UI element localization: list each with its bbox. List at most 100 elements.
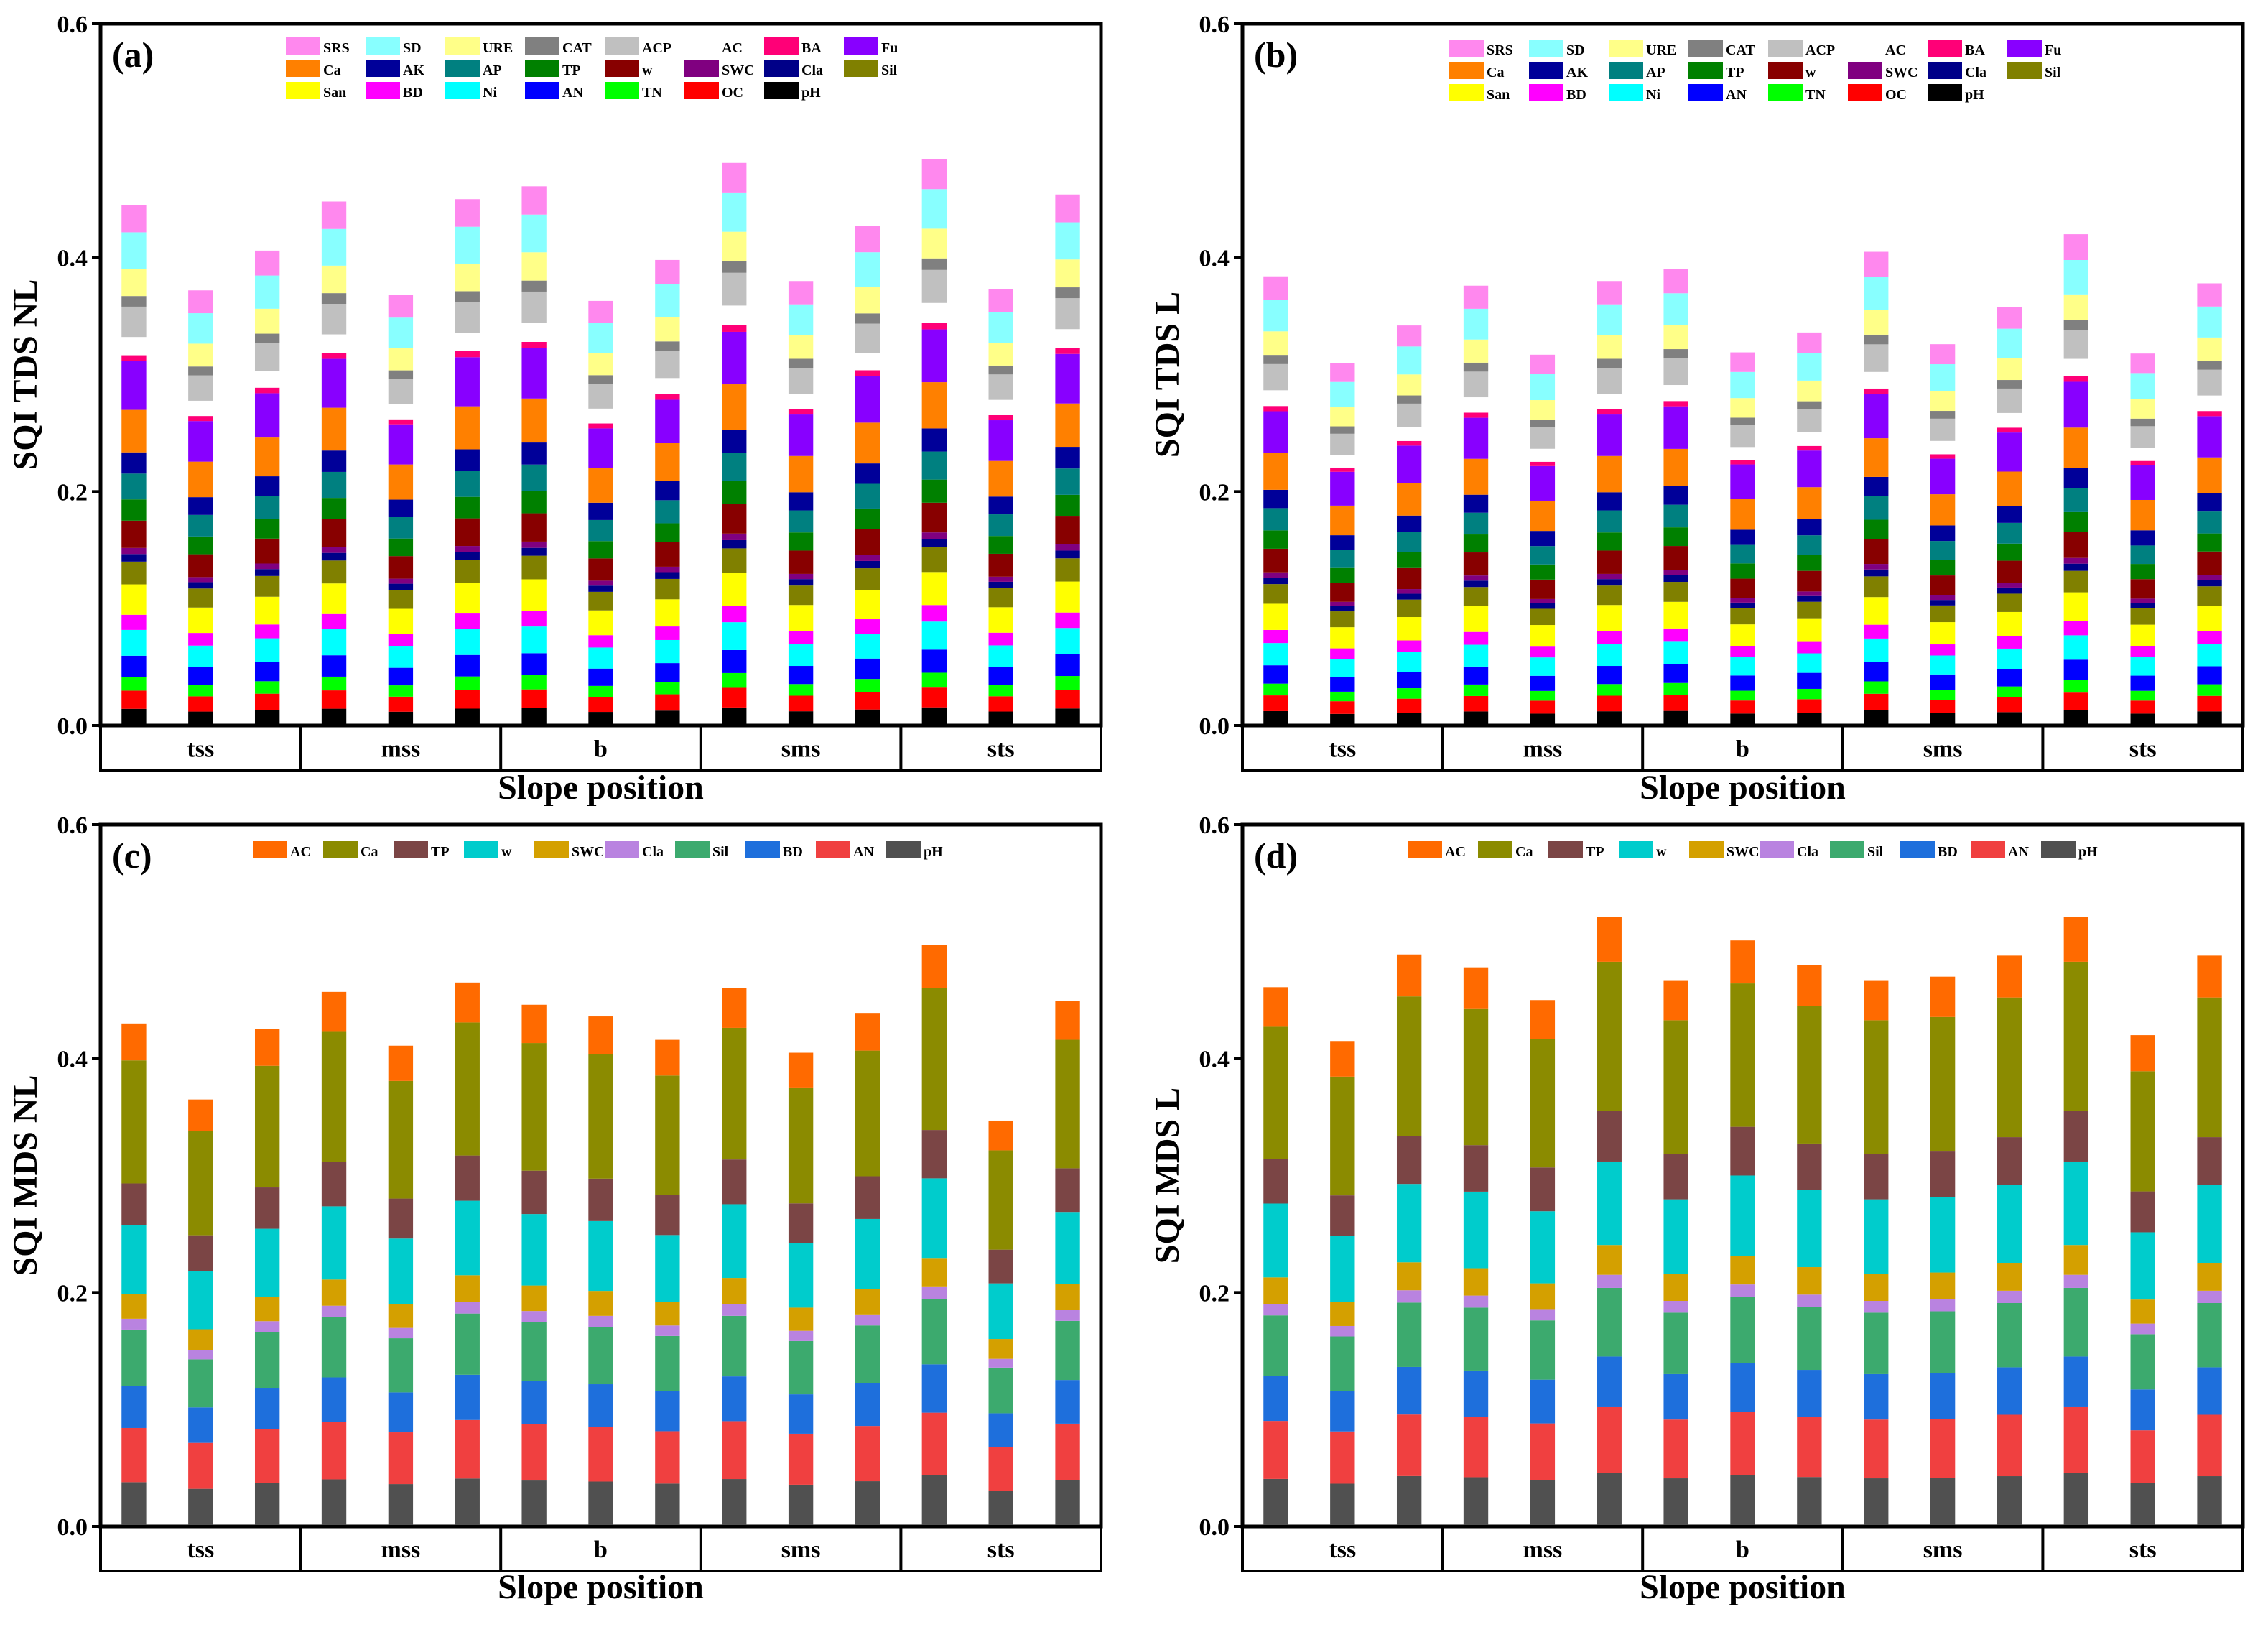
legend-label: AC bbox=[290, 844, 311, 860]
bar-segment-BA bbox=[1797, 445, 1822, 451]
panel-label: (b) bbox=[1254, 34, 1298, 75]
bar-segment-Cla bbox=[2130, 1323, 2155, 1335]
bar-segment-w bbox=[1530, 1211, 1556, 1284]
bar-segment-Ca bbox=[1797, 1006, 1822, 1144]
bar-segment-Fu bbox=[1396, 445, 1422, 483]
bar-segment-BA bbox=[455, 351, 480, 358]
bar-segment-CAT bbox=[321, 293, 347, 305]
bar-segment-San bbox=[1997, 611, 2022, 636]
bar-segment-OC bbox=[1597, 695, 1622, 712]
bar-segment-BD bbox=[2130, 646, 2155, 657]
bar-segment-AC bbox=[722, 988, 747, 1028]
bar-segment-AK bbox=[1396, 515, 1422, 532]
bar-segment-AC bbox=[2197, 955, 2222, 998]
bar-segment-Cla bbox=[1330, 606, 1355, 612]
bar-stack bbox=[921, 159, 947, 726]
bar-segment-AC bbox=[1930, 976, 1956, 1017]
bar-segment-w bbox=[788, 1243, 814, 1308]
bar-segment-URE bbox=[1396, 374, 1422, 396]
bar-segment-SWC bbox=[1263, 1277, 1288, 1304]
panel-label: (a) bbox=[112, 34, 154, 75]
bar-segment-Sil bbox=[1463, 587, 1489, 606]
bar-segment-pH bbox=[1997, 1476, 2022, 1526]
bar-segment-AC bbox=[1663, 385, 1688, 402]
legend-swatch bbox=[764, 82, 799, 99]
bar-segment-SD bbox=[1797, 353, 1822, 381]
bar-segment-AN bbox=[1997, 669, 2022, 687]
legend-label: AC bbox=[1885, 42, 1906, 58]
bar-segment-URE bbox=[1597, 335, 1622, 359]
bar-segment-SRS bbox=[1797, 332, 1822, 353]
bar-segment-San bbox=[1730, 624, 1755, 646]
bar-segment-AP bbox=[1730, 544, 1755, 564]
y-axis-label: SQI MDS NL bbox=[6, 1075, 45, 1276]
bar-segment-TP bbox=[388, 538, 414, 557]
bar-segment-Sil bbox=[188, 1359, 213, 1408]
bar-segment-TN bbox=[1930, 690, 1956, 700]
bar-segment-AC bbox=[2063, 358, 2089, 376]
bar-segment-w bbox=[1864, 539, 1889, 565]
bar-segment-Sil bbox=[655, 578, 680, 600]
bar-segment-TP bbox=[1055, 494, 1080, 517]
bar-segment-SRS bbox=[1663, 269, 1688, 294]
bar-segment-Sil bbox=[1330, 1336, 1355, 1391]
bar-segment-CAT bbox=[588, 375, 613, 384]
legend-label: SWC bbox=[1726, 844, 1760, 860]
bar-segment-TN bbox=[321, 676, 347, 691]
legend-label: TP bbox=[562, 62, 581, 78]
bar-segment-BD bbox=[2063, 621, 2089, 636]
bar-segment-BD bbox=[2063, 1356, 2089, 1407]
bar-segment-Sil bbox=[1597, 585, 1622, 606]
bar-segment-Cla bbox=[788, 579, 814, 586]
bar-segment-BD bbox=[1330, 1391, 1355, 1432]
legend-item-San: San bbox=[1449, 84, 1510, 103]
bar-segment-AK bbox=[455, 449, 480, 471]
bar-segment-AN bbox=[521, 653, 547, 675]
bar-segment-Sil bbox=[521, 1322, 547, 1381]
bar-segment-Ni bbox=[1997, 648, 2022, 669]
bar-segment-Cla bbox=[655, 1325, 680, 1336]
bar-segment-AN bbox=[855, 658, 880, 680]
bar-segment-SWC bbox=[1997, 1263, 2022, 1291]
bar-segment-pH bbox=[2197, 1476, 2222, 1526]
bar-segment-AP bbox=[455, 471, 480, 497]
bar-segment-AN bbox=[455, 654, 480, 677]
bar-segment-OC bbox=[1463, 695, 1489, 712]
bar-segment-CAT bbox=[455, 291, 480, 302]
bar-segment-w bbox=[655, 542, 680, 567]
bar-segment-SWC bbox=[655, 1302, 680, 1326]
bar-stack bbox=[1330, 363, 1355, 726]
bar-segment-Cla bbox=[2197, 1290, 2222, 1303]
bar-segment-SD bbox=[1597, 304, 1622, 336]
legend-swatch bbox=[366, 37, 400, 55]
bar-segment-BA bbox=[722, 325, 747, 332]
bar-segment-AN bbox=[1930, 674, 1956, 690]
bar-segment-Fu bbox=[521, 348, 547, 399]
legend-swatch bbox=[605, 841, 639, 858]
bar-segment-Ca bbox=[2063, 961, 2089, 1111]
bar-segment-SD bbox=[788, 304, 814, 336]
bar-segment-w bbox=[722, 1204, 747, 1279]
bar-segment-TN bbox=[2197, 684, 2222, 696]
bar-segment-Ca bbox=[521, 1043, 547, 1171]
bar-segment-SD bbox=[1263, 300, 1288, 332]
bar-segment-TP bbox=[1330, 567, 1355, 583]
legend-swatch bbox=[1971, 841, 2005, 858]
bar-segment-BD bbox=[588, 1384, 613, 1427]
bar-segment-w bbox=[1930, 575, 1956, 595]
legend-swatch bbox=[675, 841, 710, 858]
bar-segment-Ca bbox=[1997, 997, 2022, 1138]
bar-segment-San bbox=[1530, 625, 1556, 647]
bar-segment-AC bbox=[1864, 371, 1889, 389]
legend-item-OC: OC bbox=[1848, 84, 1907, 103]
bar-segment-Cla bbox=[788, 1330, 814, 1341]
bar-segment-pH bbox=[188, 1488, 213, 1526]
bar-segment-Ca bbox=[254, 1065, 280, 1188]
bar-segment-BA bbox=[254, 387, 280, 394]
legend-label: San bbox=[1487, 87, 1510, 103]
legend-label: SWC bbox=[572, 844, 605, 860]
legend-label: San bbox=[323, 85, 346, 101]
bar-segment-Ni bbox=[1864, 638, 1889, 662]
bar-segment-TN bbox=[455, 676, 480, 690]
bar-segment-TP bbox=[1730, 1126, 1755, 1176]
